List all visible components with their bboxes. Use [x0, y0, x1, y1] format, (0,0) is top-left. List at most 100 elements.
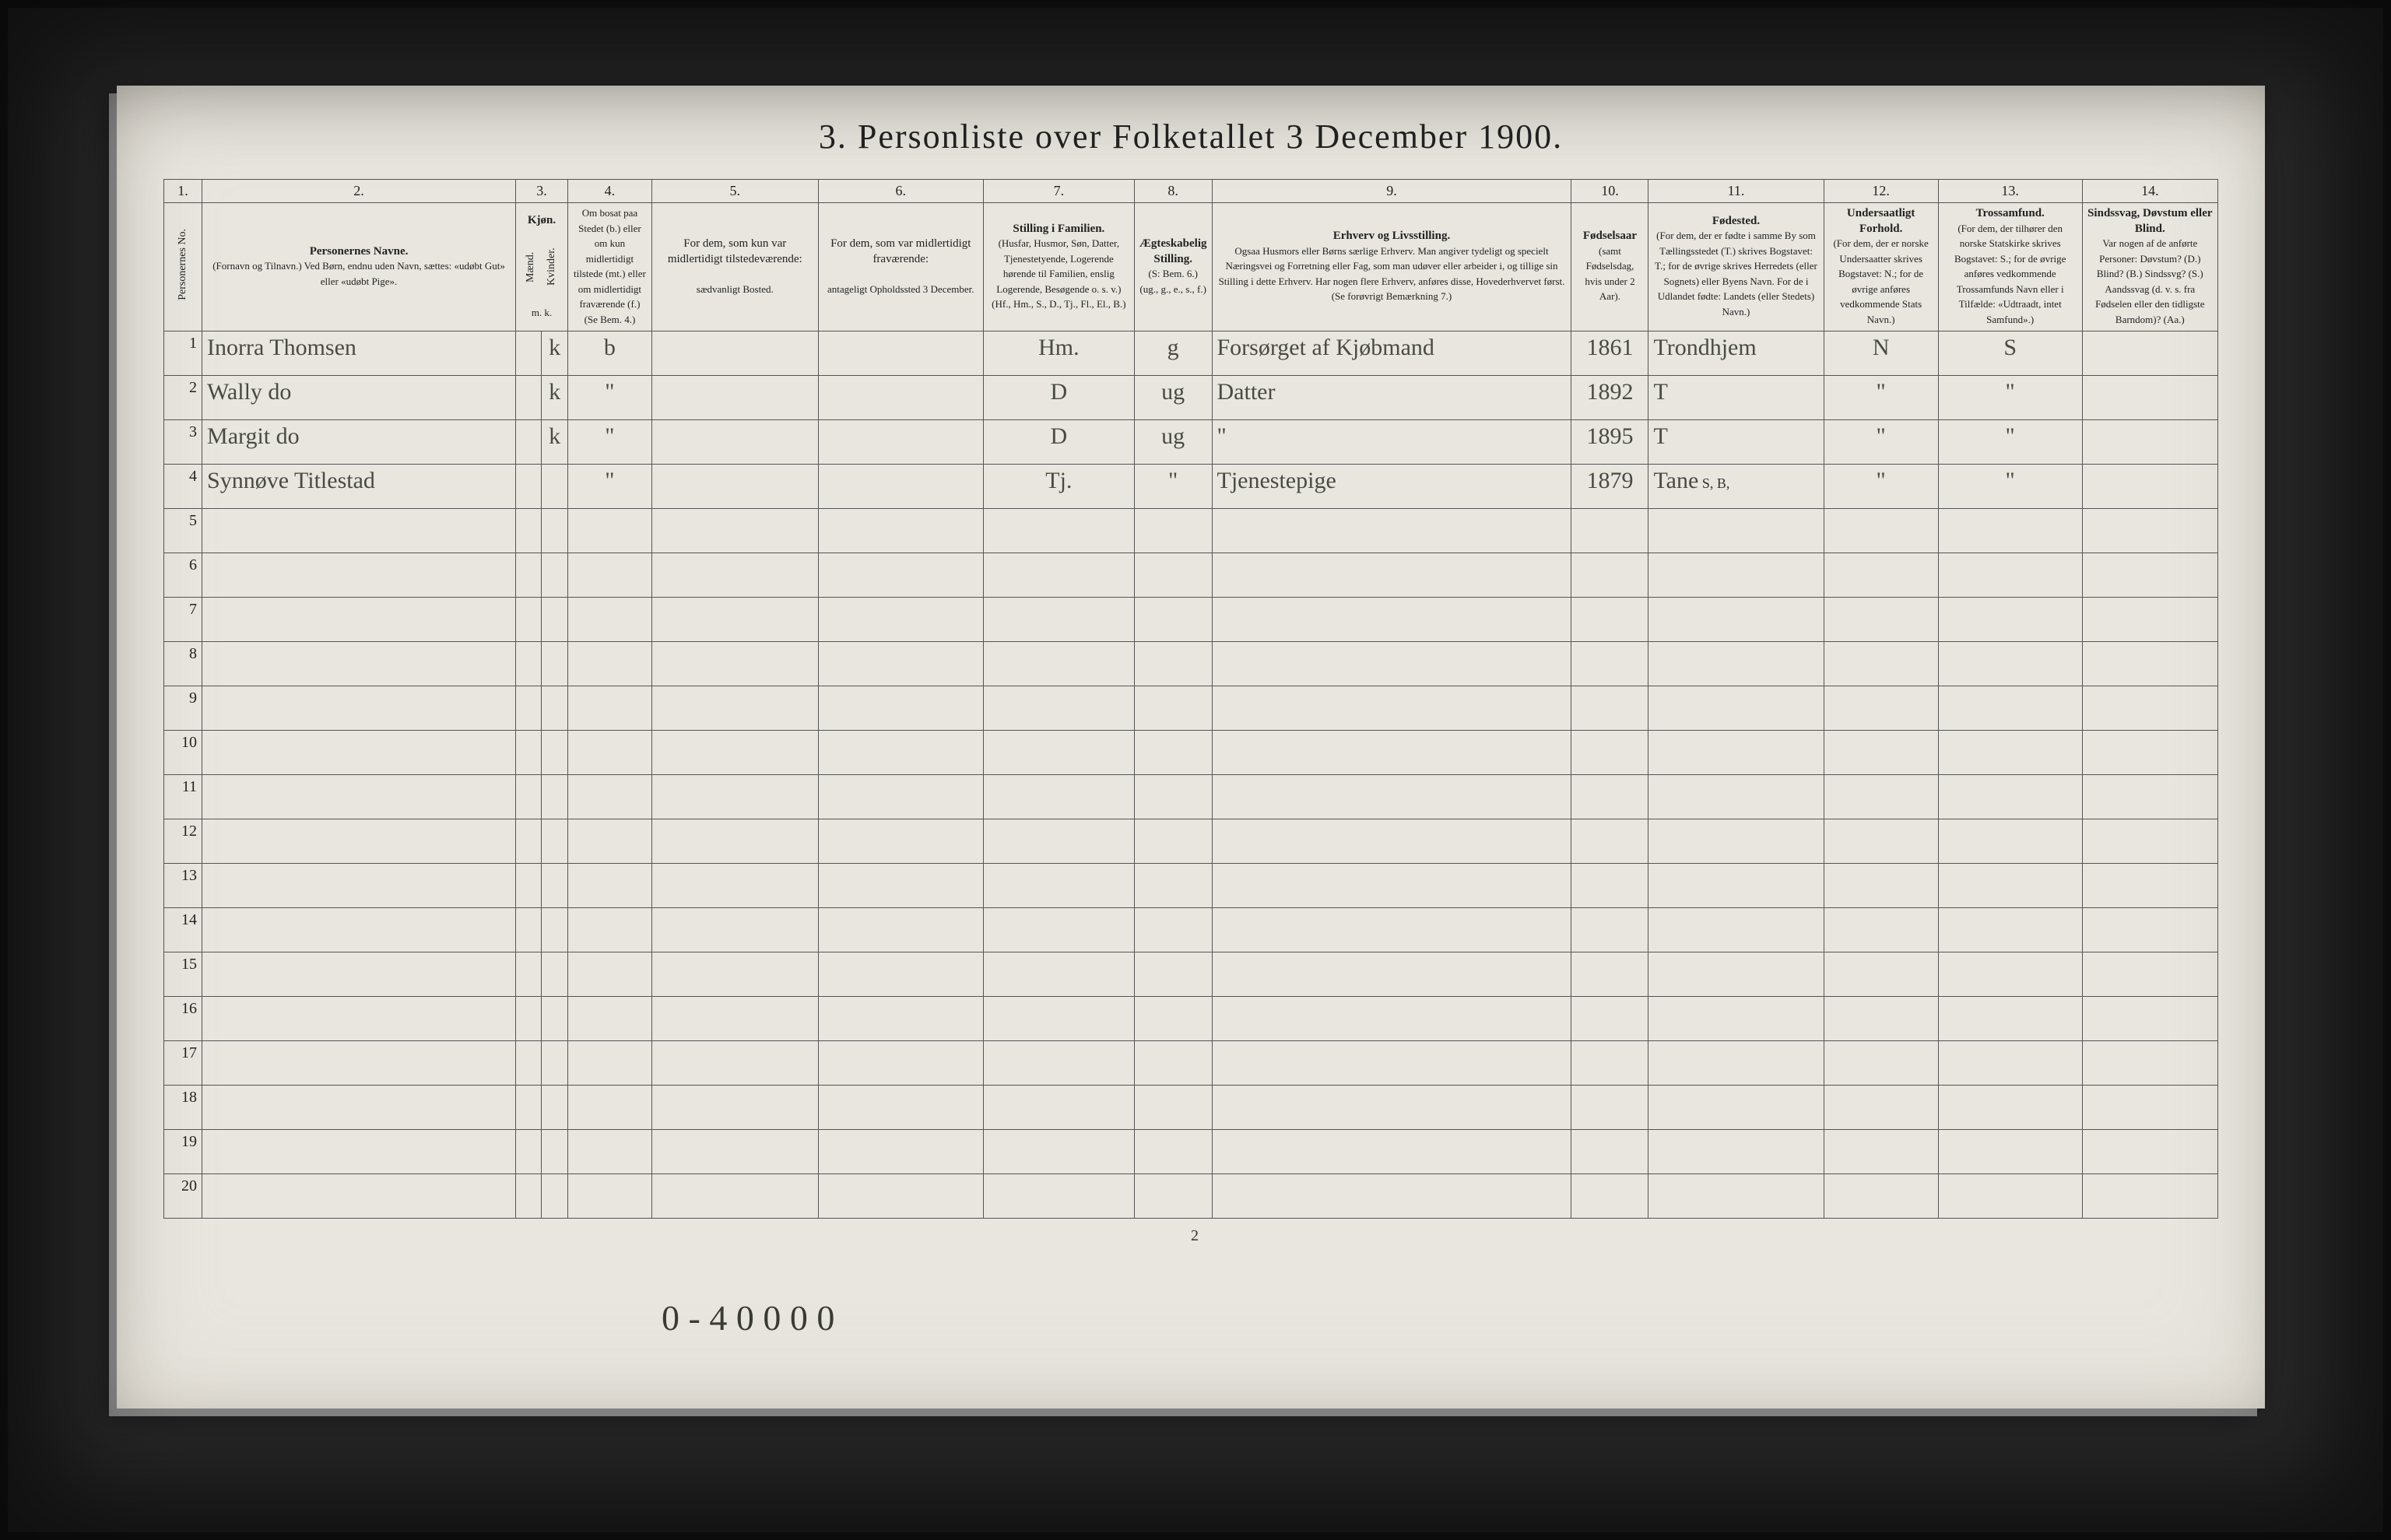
cell-empty	[2082, 952, 2217, 997]
cell-empty	[1824, 686, 1938, 731]
cell-empty	[567, 1130, 651, 1174]
cell-empty	[818, 686, 983, 731]
cell-no: 20	[164, 1174, 202, 1219]
header-label: Sindssvag, Døvstum eller Blind.	[2087, 207, 2212, 235]
cell-empty	[1938, 1041, 2082, 1086]
cell-empty	[1134, 997, 1212, 1041]
cell-empty	[1938, 553, 2082, 598]
cell-empty	[1134, 908, 1212, 952]
cell-empty	[202, 1130, 516, 1174]
cell-empty	[2082, 864, 2217, 908]
cell-marital: ug	[1134, 376, 1212, 420]
cell-empty	[651, 775, 818, 819]
cell-empty	[818, 997, 983, 1041]
cell-empty	[567, 598, 651, 642]
cell-empty	[1648, 1174, 1824, 1219]
table-row: 9	[164, 686, 2218, 731]
cell-empty	[202, 553, 516, 598]
cell-no: 19	[164, 1130, 202, 1174]
cell-empty	[1938, 908, 2082, 952]
cell-temp-present	[651, 376, 818, 420]
cell-sex-m	[516, 376, 542, 420]
cell-empty	[516, 598, 542, 642]
cell-empty	[651, 819, 818, 864]
cell-empty	[202, 819, 516, 864]
cell-sex-k: k	[542, 420, 568, 465]
cell-empty	[202, 908, 516, 952]
table-row: 6	[164, 553, 2218, 598]
cell-empty	[983, 864, 1134, 908]
cell-no: 15	[164, 952, 202, 997]
cell-empty	[1648, 598, 1824, 642]
colnum: 4.	[567, 180, 651, 203]
cell-no: 5	[164, 509, 202, 553]
cell-empty	[1938, 864, 2082, 908]
cell-empty	[516, 1086, 542, 1130]
cell-no: 11	[164, 775, 202, 819]
cell-empty	[2082, 819, 2217, 864]
cell-residence: "	[567, 376, 651, 420]
colnum: 6.	[818, 180, 983, 203]
cell-sex-m	[516, 420, 542, 465]
cell-disability	[2082, 420, 2217, 465]
cell-empty	[542, 509, 568, 553]
cell-empty	[1648, 997, 1824, 1041]
cell-temp-present	[651, 332, 818, 376]
cell-temp-absent	[818, 465, 983, 509]
cell-empty	[202, 1041, 516, 1086]
cell-empty	[1648, 864, 1824, 908]
header-label: Ægteskabelig Stilling.	[1139, 237, 1207, 265]
cell-empty	[1134, 775, 1212, 819]
cell-empty	[983, 686, 1134, 731]
cell-empty	[1824, 952, 1938, 997]
cell-empty	[1938, 952, 2082, 997]
cell-empty	[818, 864, 983, 908]
cell-birthplace: T	[1648, 420, 1824, 465]
header-sub: (samt Fødselsdag, hvis under 2 Aar).	[1585, 245, 1634, 303]
cell-empty	[1571, 598, 1648, 642]
cell-empty	[516, 864, 542, 908]
cell-birthplace: Tane S, B,	[1648, 465, 1824, 509]
header-occupation: Erhverv og Livsstilling. Ogsaa Husmors e…	[1212, 203, 1571, 332]
table-row: 4Synnøve Titlestad"Tj."Tjenestepige1879T…	[164, 465, 2218, 509]
cell-empty	[516, 1130, 542, 1174]
cell-empty	[542, 642, 568, 686]
cell-empty	[1571, 1041, 1648, 1086]
cell-empty	[983, 908, 1134, 952]
colnum: 2.	[202, 180, 516, 203]
cell-empty	[542, 731, 568, 775]
cell-empty	[983, 731, 1134, 775]
table-row: 5	[164, 509, 2218, 553]
cell-empty	[202, 775, 516, 819]
cell-empty	[651, 598, 818, 642]
header-names: Personernes Navne. (Fornavn og Tilnavn.)…	[202, 203, 516, 332]
cell-empty	[516, 553, 542, 598]
cell-nationality: "	[1824, 420, 1938, 465]
cell-empty	[1212, 1086, 1571, 1130]
cell-empty	[542, 908, 568, 952]
footer-handwriting: 0 - 4 0 0 0 0	[662, 1297, 834, 1338]
cell-empty	[1571, 1130, 1648, 1174]
cell-empty	[1134, 1130, 1212, 1174]
cell-empty	[651, 1130, 818, 1174]
header-label: Personernes Navne.	[310, 245, 409, 258]
census-form-page: 3. Personliste over Folketallet 3 Decemb…	[117, 86, 2265, 1408]
cell-empty	[1571, 686, 1648, 731]
header-label: Fødested.	[1712, 215, 1760, 227]
table-row: 14	[164, 908, 2218, 952]
cell-birthplace-anno: S, B,	[1698, 475, 1729, 491]
cell-empty	[567, 642, 651, 686]
cell-empty	[1134, 819, 1212, 864]
cell-empty	[1212, 1174, 1571, 1219]
colnum: 7.	[983, 180, 1134, 203]
cell-empty	[202, 952, 516, 997]
cell-empty	[1134, 509, 1212, 553]
table-row: 18	[164, 1086, 2218, 1130]
cell-birthyear: 1895	[1571, 420, 1648, 465]
cell-nationality: N	[1824, 332, 1938, 376]
cell-empty	[516, 509, 542, 553]
cell-empty	[983, 598, 1134, 642]
cell-empty	[1938, 997, 2082, 1041]
cell-empty	[818, 1130, 983, 1174]
header-label: Kjøn.	[528, 214, 556, 226]
